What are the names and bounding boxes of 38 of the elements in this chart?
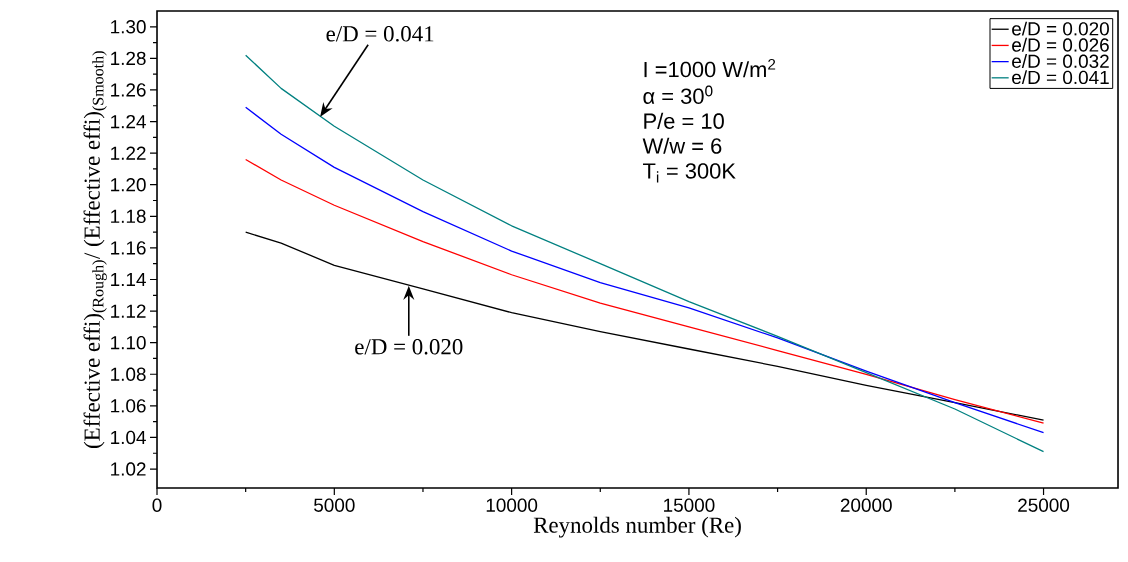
line-series	[245, 158, 1045, 424]
y-tick-label: 1.26	[111, 83, 146, 97]
x-tick-label: 25000	[1018, 498, 1070, 512]
x-tick-label: 5000	[314, 498, 355, 512]
legend-label: e/D = 0.020	[1012, 21, 1109, 36]
y-tick-label: 1.04	[111, 430, 146, 445]
line-series	[245, 106, 1045, 434]
y-tick-label: 1.08	[111, 367, 146, 381]
annotation: α = 30$^{0}$	[643, 85, 713, 104]
annotation: e/D = 0.020	[355, 339, 463, 355]
line-series	[245, 54, 1045, 453]
y-axis-title: (Effective effi)$_{(Rough)}$/ (Effective effi)$_{(Smooth)}$	[83, 51, 107, 448]
annotation: P/e = 10	[644, 112, 724, 129]
y-tick-label: 1.16	[111, 241, 146, 255]
annotation: W/w = 6	[642, 137, 722, 154]
legend-label: e/D = 0.032	[1012, 54, 1109, 68]
annotation: I =1000 W/m$^{2}$	[644, 58, 776, 78]
annotation: e/D = 0.041	[326, 26, 434, 42]
y-tick-label: 1.12	[111, 304, 146, 318]
x-axis-title: Reynolds number (Re)	[533, 516, 741, 538]
y-tick-label: 1.20	[111, 178, 146, 192]
y-tick-label: 1.02	[111, 462, 146, 476]
x-tick-label: 10000	[486, 498, 538, 512]
y-tick-label: 1.30	[111, 20, 146, 34]
legend-label: e/D = 0.026	[1012, 37, 1109, 52]
line-series	[245, 231, 1045, 421]
y-tick-label: 1.14	[111, 272, 146, 287]
x-tick-label: 20000	[840, 498, 892, 512]
y-tick-label: 1.06	[111, 399, 146, 413]
x-tick-label: 0	[152, 498, 162, 512]
y-tick-label: 1.22	[111, 146, 146, 160]
legend-label: e/D = 0.041	[1012, 70, 1109, 85]
annotation: T$_{i}$ = 300K	[643, 163, 736, 183]
y-tick-label: 1.18	[111, 209, 146, 224]
x-tick-label: 15000	[664, 498, 715, 512]
y-tick-label: 1.10	[111, 335, 146, 350]
y-tick-label: 1.28	[111, 51, 146, 66]
y-tick-label: 1.24	[111, 114, 146, 129]
